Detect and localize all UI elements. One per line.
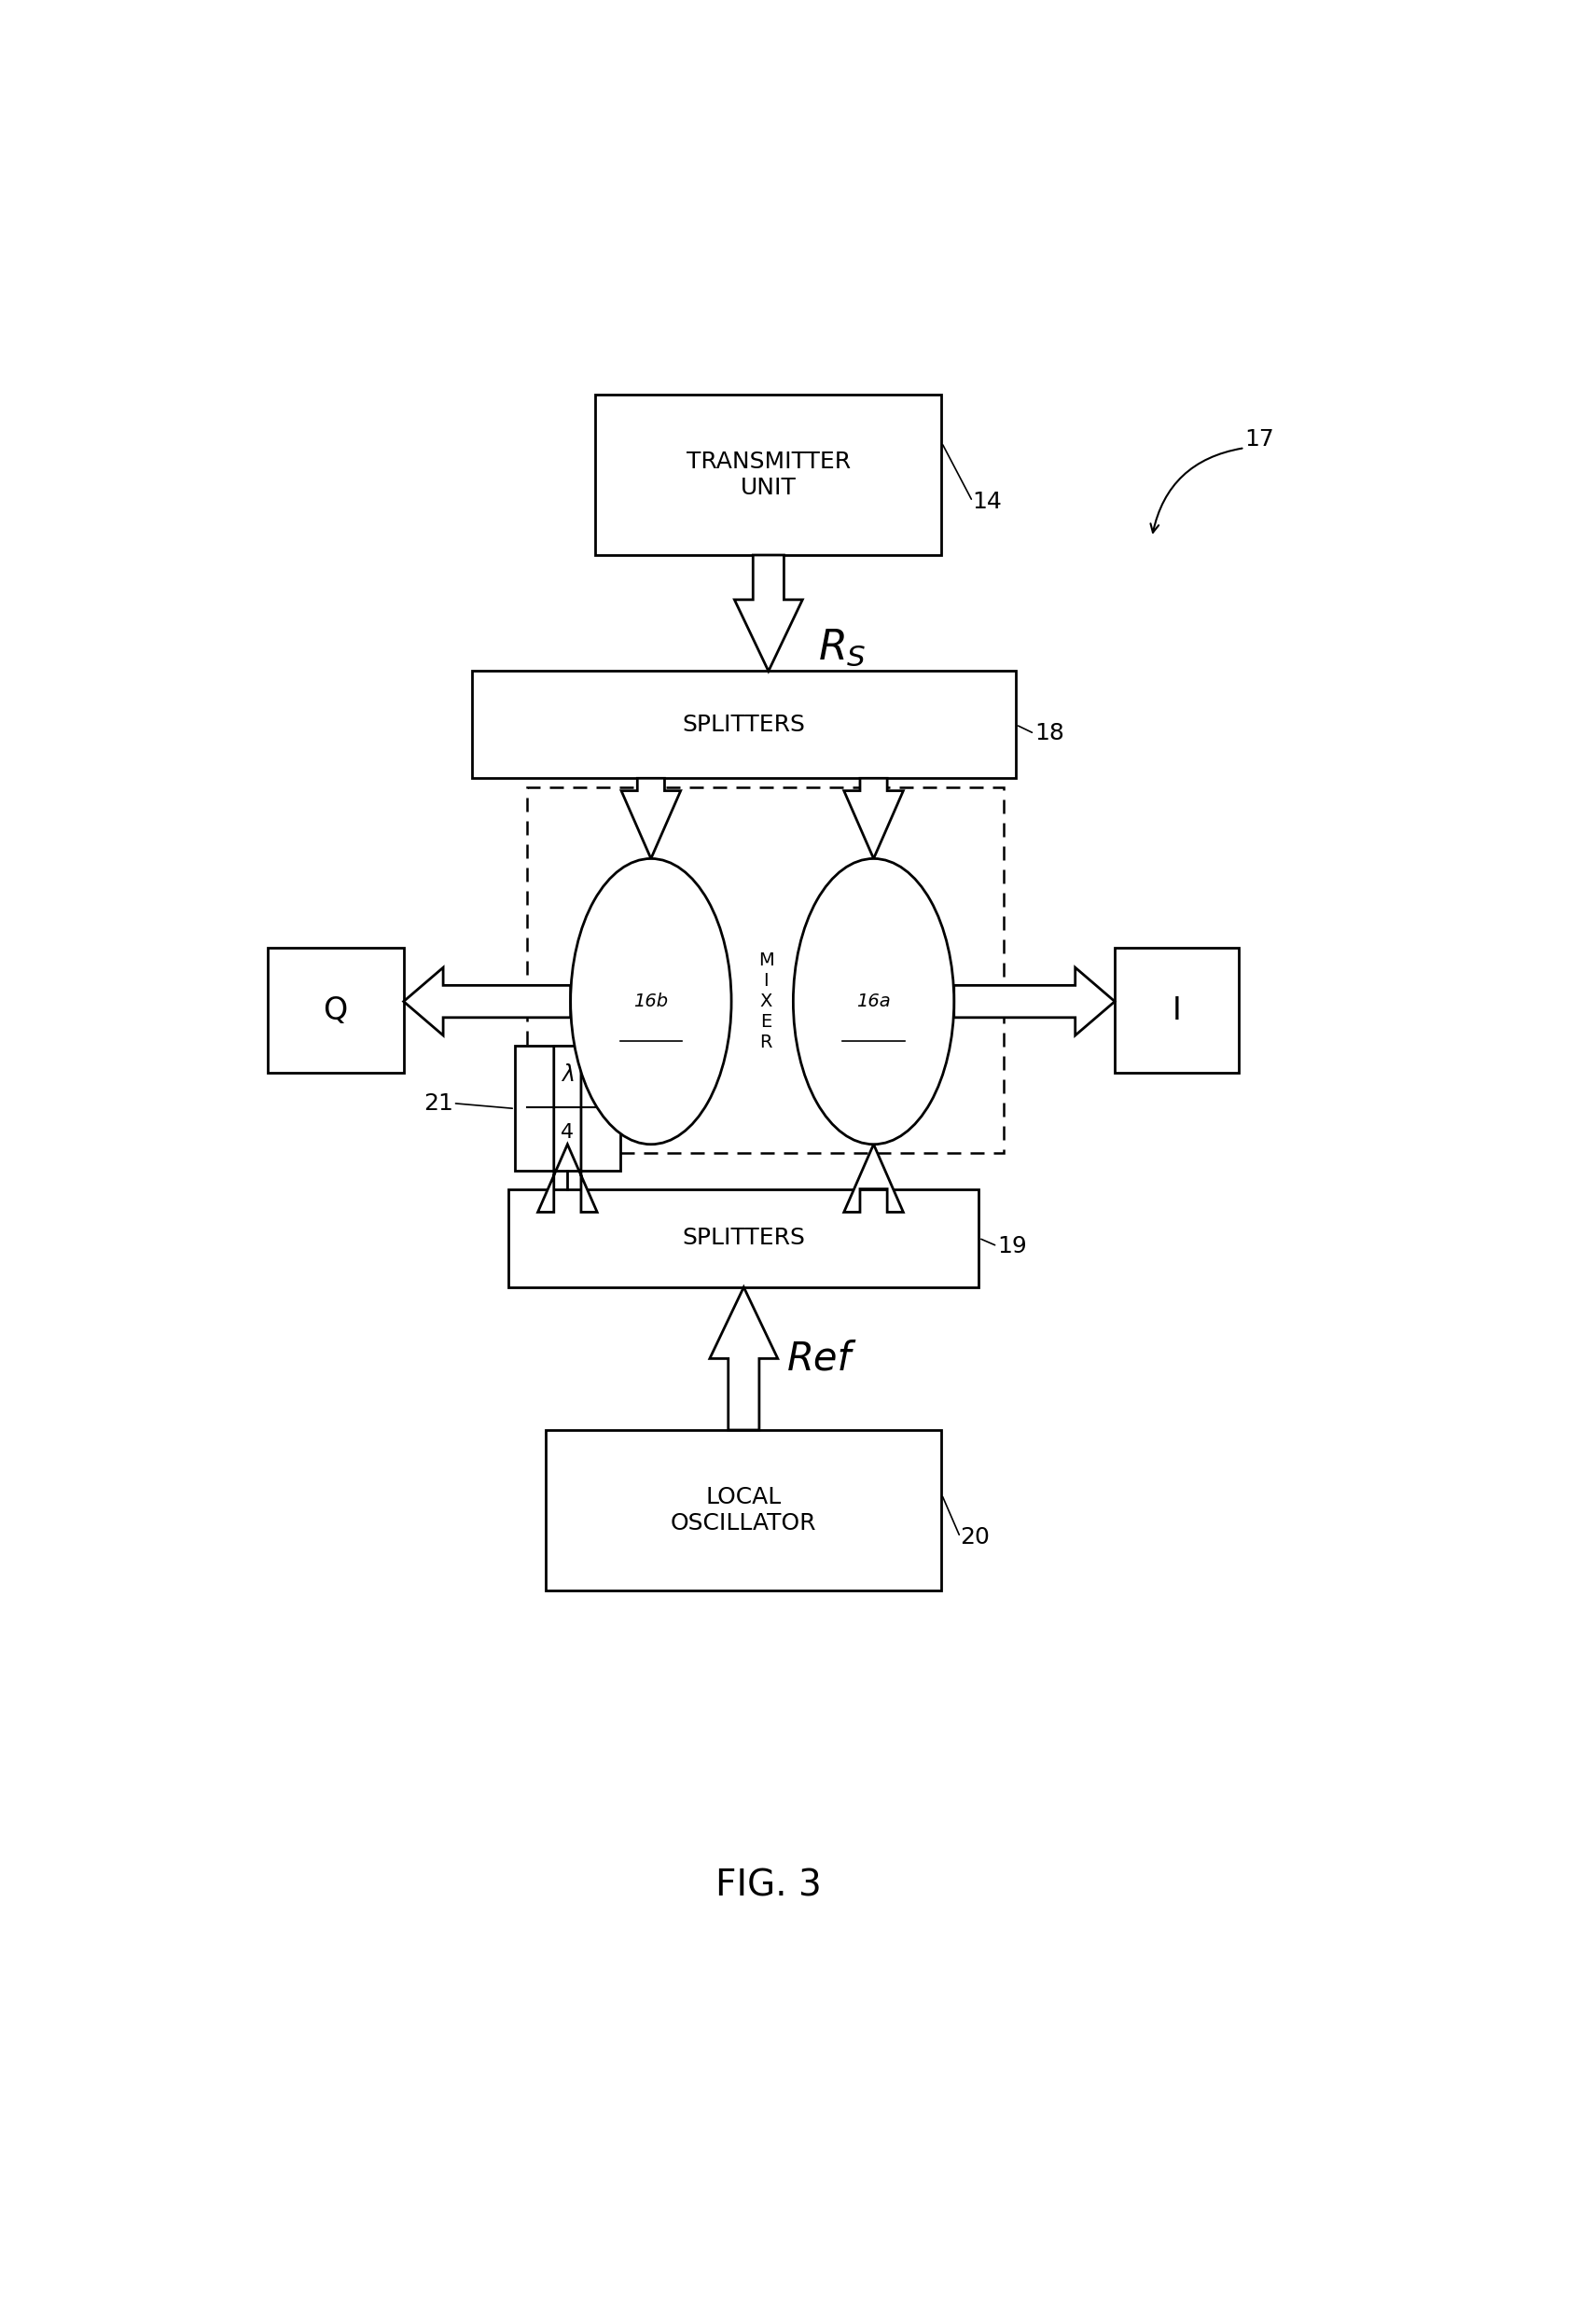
Bar — [509, 1190, 978, 1287]
Text: SPLITTERS: SPLITTERS — [681, 714, 806, 735]
Bar — [516, 1046, 619, 1171]
Polygon shape — [954, 967, 1114, 1034]
Text: M
I
X
E
R: M I X E R — [758, 951, 774, 1051]
Ellipse shape — [793, 858, 954, 1143]
Bar — [546, 1431, 942, 1591]
Text: LOCAL
OSCILLATOR: LOCAL OSCILLATOR — [670, 1486, 817, 1535]
Text: FIG. 3: FIG. 3 — [715, 1867, 822, 1904]
Text: I: I — [1171, 995, 1181, 1025]
Polygon shape — [710, 1287, 777, 1431]
Text: SPLITTERS: SPLITTERS — [681, 1227, 806, 1250]
Bar — [268, 948, 404, 1074]
Polygon shape — [621, 779, 680, 858]
Text: 20: 20 — [961, 1526, 990, 1549]
Text: TRANSMITTER
UNIT: TRANSMITTER UNIT — [686, 450, 851, 499]
Polygon shape — [734, 554, 803, 670]
Text: 14: 14 — [972, 489, 1002, 512]
Text: 16b: 16b — [634, 993, 669, 1011]
Text: $\lambda$: $\lambda$ — [560, 1062, 575, 1085]
Text: $R_S$: $R_S$ — [817, 628, 867, 668]
Polygon shape — [844, 1143, 903, 1213]
Text: 17: 17 — [1245, 427, 1274, 450]
Text: 18: 18 — [1034, 724, 1065, 744]
Text: Q: Q — [324, 995, 348, 1025]
Text: 16a: 16a — [857, 993, 891, 1011]
Bar — [527, 786, 1004, 1153]
Bar — [595, 394, 942, 554]
Polygon shape — [404, 967, 571, 1034]
Bar — [472, 670, 1015, 779]
Bar — [1114, 948, 1238, 1074]
Text: 21: 21 — [423, 1092, 453, 1115]
Ellipse shape — [571, 858, 731, 1143]
Polygon shape — [844, 779, 903, 858]
Text: Ref: Ref — [787, 1338, 852, 1377]
Text: 4: 4 — [560, 1122, 575, 1141]
Polygon shape — [538, 1046, 597, 1213]
Text: 19: 19 — [998, 1236, 1026, 1257]
